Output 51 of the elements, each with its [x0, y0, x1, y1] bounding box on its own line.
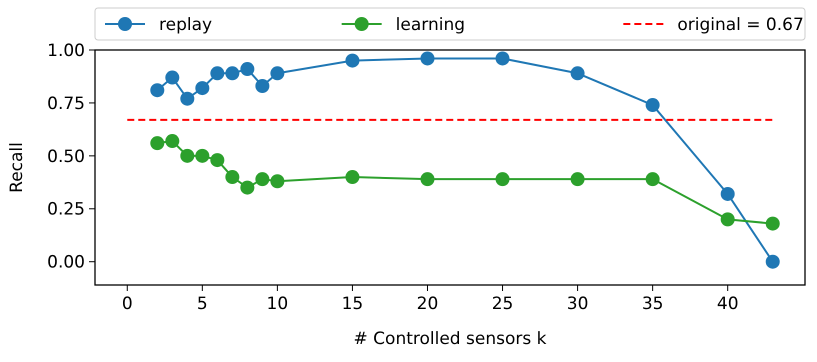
legend-label: original = 0.67: [677, 14, 804, 35]
point: [210, 153, 224, 168]
point: [720, 212, 735, 226]
point: [646, 98, 660, 112]
legend-label: replay: [159, 14, 212, 35]
y-tick-label: 0.25: [47, 200, 85, 220]
point: [150, 136, 164, 150]
point: [165, 70, 180, 85]
x-tick-label: 10: [266, 294, 288, 314]
x-tick-label: 20: [416, 294, 438, 314]
point: [240, 62, 254, 76]
point: [420, 172, 434, 186]
y-tick-label: 0.50: [47, 146, 85, 167]
point: [720, 186, 735, 201]
x-tick-label: 30: [566, 294, 588, 314]
y-tick-label: 1.00: [47, 40, 85, 61]
point: [570, 172, 585, 186]
point: [345, 54, 360, 68]
point: [225, 170, 240, 184]
point: [766, 216, 780, 231]
x-tick-label: 0: [122, 294, 133, 314]
legend-label: learning: [396, 14, 466, 35]
point: [150, 83, 164, 98]
x-tick-label: 15: [342, 294, 364, 314]
point: [766, 254, 780, 269]
point: [270, 174, 284, 188]
x-tick-label: 40: [716, 294, 739, 314]
point: [570, 66, 585, 80]
point: [496, 51, 510, 66]
point: [195, 81, 210, 96]
point: [225, 66, 240, 80]
y-axis-title: Recall: [7, 142, 27, 193]
point: [180, 148, 194, 163]
x-tick-label: 35: [642, 294, 664, 314]
y-tick-label: 0.75: [47, 94, 85, 114]
x-axis-title: # Controlled sensors k: [354, 329, 547, 349]
point: [496, 172, 510, 186]
point: [646, 172, 660, 186]
point: [210, 66, 224, 80]
point: [240, 180, 254, 195]
y-tick-label: 0.00: [47, 252, 85, 273]
point: [270, 66, 284, 80]
point: [420, 51, 434, 66]
point: [165, 134, 180, 148]
point: [195, 148, 210, 163]
point: [180, 92, 194, 106]
x-tick-label: 25: [492, 294, 514, 314]
point: [255, 78, 270, 93]
point: [255, 172, 270, 186]
x-tick-label: 5: [196, 294, 208, 314]
point: [345, 170, 360, 184]
